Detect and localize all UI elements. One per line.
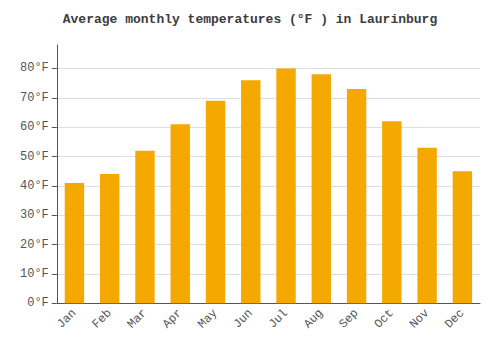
svg-text:Apr: Apr (160, 306, 185, 331)
svg-text:Aug: Aug (301, 306, 326, 331)
svg-text:40°F: 40°F (20, 179, 49, 193)
svg-text:Jan: Jan (54, 306, 79, 331)
svg-text:May: May (195, 306, 220, 331)
svg-text:30°F: 30°F (20, 208, 49, 222)
svg-text:70°F: 70°F (20, 91, 49, 105)
svg-text:Dec: Dec (442, 306, 467, 331)
svg-text:Sep: Sep (336, 306, 361, 331)
svg-text:0°F: 0°F (27, 296, 49, 310)
svg-text:Jun: Jun (231, 306, 256, 331)
svg-text:Nov: Nov (407, 306, 432, 331)
svg-text:Jul: Jul (266, 306, 291, 331)
svg-text:Oct: Oct (372, 306, 397, 331)
svg-text:20°F: 20°F (20, 238, 49, 252)
svg-text:80°F: 80°F (20, 61, 49, 75)
svg-text:60°F: 60°F (20, 120, 49, 134)
svg-text:Average monthly temperatures (: Average monthly temperatures (°F ) in La… (63, 12, 438, 27)
svg-text:Mar: Mar (125, 306, 150, 331)
svg-text:10°F: 10°F (20, 267, 49, 281)
svg-text:50°F: 50°F (20, 150, 49, 164)
svg-text:Feb: Feb (89, 306, 114, 331)
